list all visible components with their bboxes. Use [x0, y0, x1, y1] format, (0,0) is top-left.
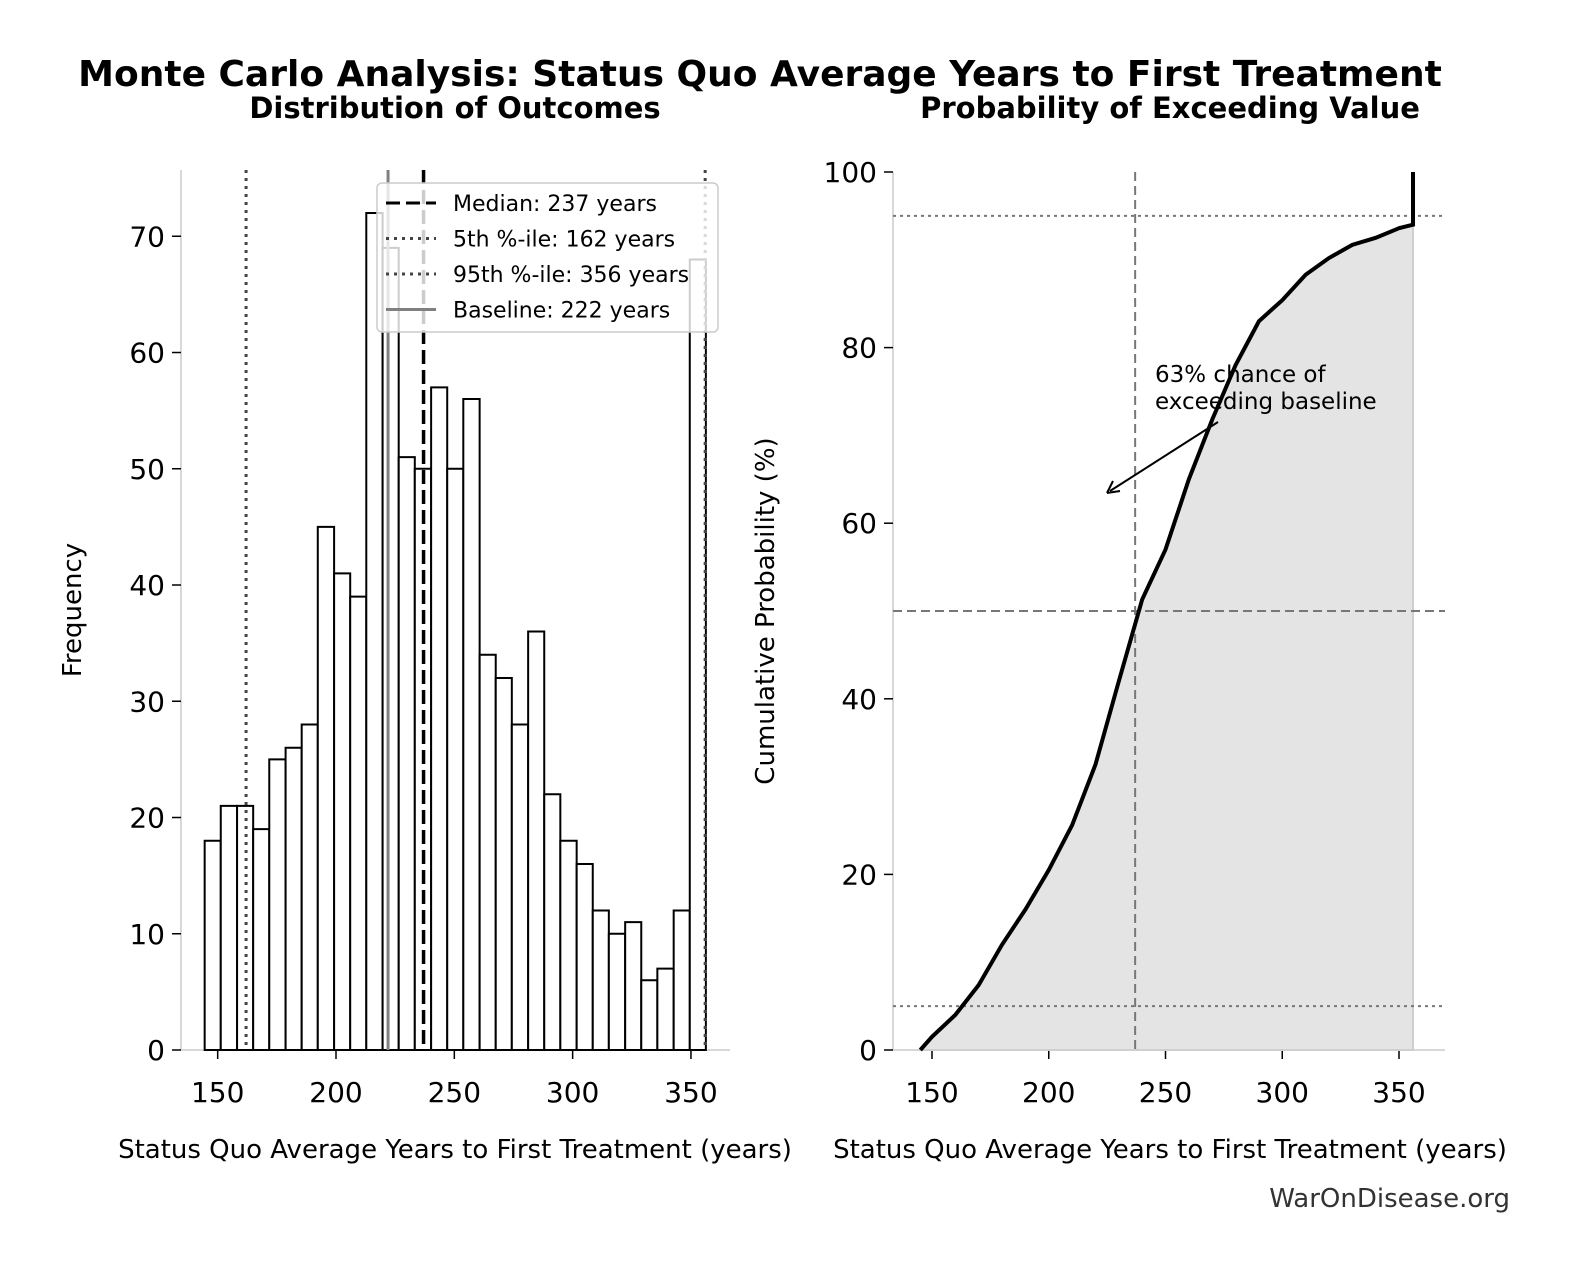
histogram-bar	[543, 793, 562, 1052]
histogram-bar	[672, 909, 691, 1051]
watermark: WarOnDisease.org	[1269, 1184, 1510, 1214]
histogram-bar	[591, 909, 610, 1051]
legend-label: 95th %-ile: 356 years	[453, 263, 689, 288]
x-tick-label: 300	[1256, 1076, 1309, 1109]
histogram-bar	[365, 212, 384, 1051]
y-tick-label: 50	[129, 453, 165, 486]
y-tick-label: 10	[129, 918, 165, 951]
x-tick-label: 350	[1372, 1076, 1425, 1109]
annotation-arrowhead	[1106, 480, 1121, 494]
histogram-bar	[640, 979, 659, 1051]
x-tick-label: 150	[905, 1076, 958, 1109]
histogram-bar	[607, 932, 627, 1051]
histogram-bar	[527, 630, 546, 1051]
histogram-bar	[559, 839, 578, 1052]
annotation: 63% chance of	[1155, 362, 1327, 388]
x-tick-label: 350	[664, 1076, 717, 1109]
histogram-bar	[510, 723, 530, 1051]
y-tick-label: 30	[129, 685, 165, 718]
histogram-bar	[656, 967, 675, 1051]
legend-label: Median: 237 years	[453, 192, 657, 217]
histogram-bar	[268, 758, 287, 1052]
histogram-bar	[316, 525, 336, 1051]
histogram-bar	[446, 467, 465, 1052]
histogram-bar	[494, 677, 513, 1052]
legend-label: 5th %-ile: 162 years	[453, 228, 675, 253]
subplot-title: Probability of Exceeding Value	[920, 91, 1420, 125]
x-tick-label: 250	[1139, 1076, 1192, 1109]
x-tick-label: 150	[191, 1076, 244, 1109]
histogram-bar	[462, 398, 481, 1051]
histogram-bar	[478, 653, 497, 1051]
y-axis-label: Cumulative Probability (%)	[751, 437, 781, 784]
y-tick-label: 70	[129, 220, 165, 253]
annotation: exceeding baseline	[1155, 389, 1377, 415]
histogram-bar	[252, 828, 271, 1051]
histogram-bar	[381, 246, 400, 1051]
y-tick-label: 100	[824, 156, 877, 189]
histogram-bar	[624, 921, 643, 1052]
y-tick-label: 40	[129, 569, 165, 602]
histogram-bar	[284, 746, 303, 1051]
x-axis-label: Status Quo Average Years to First Treatm…	[118, 1135, 792, 1165]
histogram-bar	[203, 839, 222, 1052]
annotation-arrow	[1109, 421, 1219, 492]
y-tick-label: 80	[841, 332, 877, 365]
histogram-bar	[349, 595, 368, 1052]
histogram-bar	[300, 723, 319, 1051]
figure-title: Monte Carlo Analysis: Status Quo Average…	[78, 54, 1442, 95]
histogram-bar	[430, 386, 449, 1051]
y-tick-label: 60	[129, 337, 165, 370]
subplot-title: Distribution of Outcomes	[249, 91, 660, 125]
histogram-bar	[333, 572, 352, 1051]
cdf-line	[918, 172, 1416, 1052]
histogram-bar	[688, 258, 707, 1051]
y-tick-label: 0	[147, 1034, 165, 1067]
y-tick-label: 20	[841, 858, 877, 891]
x-tick-label: 300	[546, 1076, 599, 1109]
legend-label: Baseline: 222 years	[453, 299, 670, 324]
histogram-bar	[575, 863, 594, 1051]
y-tick-label: 20	[129, 802, 165, 835]
y-tick-label: 40	[841, 683, 877, 716]
x-tick-label: 200	[1022, 1076, 1075, 1109]
legend-box	[376, 182, 719, 333]
y-tick-label: 0	[859, 1034, 877, 1067]
y-axis-label: Frequency	[58, 543, 88, 677]
x-tick-label: 250	[428, 1076, 481, 1109]
histogram-bar	[397, 456, 416, 1051]
histogram-bar	[219, 804, 239, 1052]
y-tick-label: 60	[841, 507, 877, 540]
x-axis-label: Status Quo Average Years to First Treatm…	[833, 1135, 1507, 1165]
x-tick-label: 200	[309, 1076, 362, 1109]
